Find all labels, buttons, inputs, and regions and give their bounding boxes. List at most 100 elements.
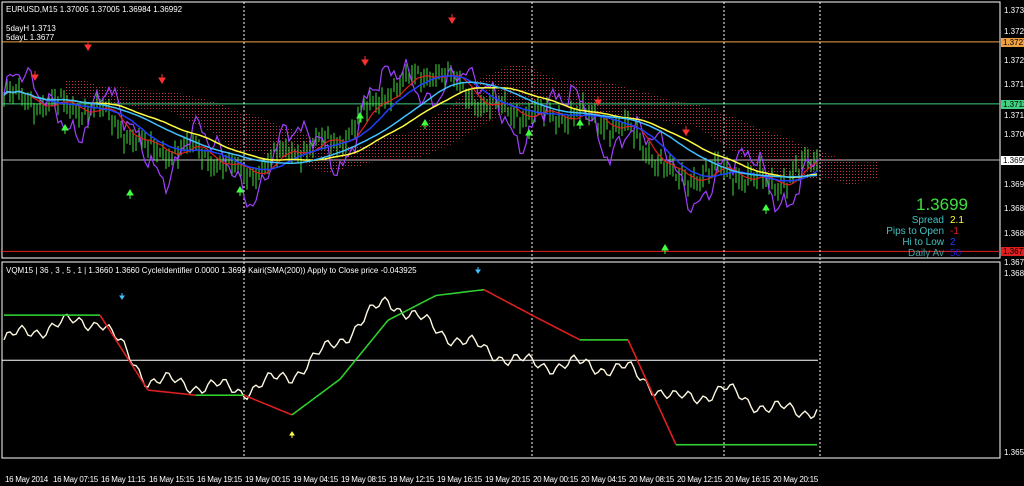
- buy-arrow-icon: [126, 189, 134, 199]
- signal-line-segment: [396, 313, 401, 317]
- time-axis-label: 20 May 12:15: [677, 475, 722, 484]
- buy-arrow-icon: [661, 244, 669, 254]
- signal-line-segment: [420, 300, 425, 304]
- signal-line-segment: [549, 323, 554, 327]
- sell-arrow-icon: [84, 41, 92, 51]
- signal-line-segment: [651, 391, 656, 400]
- signal-line-segment: [273, 406, 278, 410]
- signal-line-segment: [513, 304, 518, 308]
- signal-line-segment: [648, 385, 653, 393]
- oscillator-line: [3, 296, 818, 420]
- signal-line-segment: [576, 337, 581, 341]
- signal-line-segment: [327, 385, 332, 389]
- pips-row: Pips to Open -1: [886, 226, 968, 237]
- signal-line-segment: [372, 334, 377, 340]
- signal-line-segment: [315, 394, 320, 398]
- signal-line-segment: [645, 378, 650, 387]
- signal-line-segment: [354, 356, 359, 362]
- price-axis-label: 1.36935: [1004, 179, 1024, 189]
- signal-line-segment: [540, 319, 545, 323]
- indicator-axis-label: 1.3684: [1004, 269, 1024, 279]
- signal-line-segment: [666, 424, 671, 432]
- time-axis-label: 16 May 07:15: [53, 475, 98, 484]
- signal-line-segment: [417, 302, 422, 306]
- signal-line-segment: [282, 410, 287, 414]
- price-axis-label: 1.37055: [1004, 130, 1024, 139]
- signal-line-segment: [402, 310, 407, 314]
- price-axis-label: 1.37175: [1004, 80, 1024, 90]
- signal-line-segment: [639, 365, 644, 373]
- main-pane: [2, 2, 1000, 458]
- time-axis-label: 19 May 20:15: [485, 475, 530, 484]
- signal-line-segment: [492, 293, 497, 297]
- signal-line-segment: [306, 400, 311, 405]
- purple-indicator-line: [3, 59, 818, 214]
- price-axis-label: 1.37295: [1004, 26, 1024, 36]
- cycle-arrow-icon: [475, 267, 481, 274]
- time-axis-label: 20 May 00:15: [533, 475, 578, 484]
- price-tag: 1.37278: [1001, 37, 1024, 47]
- time-axis-label: 16 May 19:15: [197, 475, 242, 484]
- main-pane-frame: [1, 1, 1001, 259]
- price-tag: 1.36992: [1001, 156, 1024, 166]
- signal-line-segment: [300, 405, 305, 409]
- signal-line-segment: [654, 398, 659, 406]
- time-axis-label: 20 May 04:15: [581, 475, 626, 484]
- time-axis-label: 20 May 16:15: [725, 475, 770, 484]
- sell-arrow-icon: [158, 74, 166, 84]
- signal-line-segment: [276, 407, 281, 411]
- time-axis-label: 19 May 04:15: [293, 475, 338, 484]
- blue-ma-line: [3, 74, 818, 182]
- signal-line-segment: [408, 307, 413, 311]
- price-axis-label: 1.37355: [1004, 6, 1024, 15]
- signal-line-segment: [366, 341, 371, 347]
- signal-line-segment: [558, 328, 563, 332]
- signal-line-segment: [348, 363, 353, 369]
- red-ma-line: [3, 74, 818, 186]
- buy-arrow-icon: [576, 119, 584, 129]
- signal-line-segment: [102, 319, 107, 325]
- symbol-info: EURUSD,M15 1.37005 1.37005 1.36984 1.369…: [6, 5, 183, 14]
- signal-line-segment: [285, 411, 290, 415]
- signal-line-segment: [636, 359, 641, 367]
- signal-line-segment: [543, 320, 548, 324]
- signal-line-segment: [342, 371, 347, 377]
- signal-line-segment: [570, 334, 575, 338]
- signal-line-segment: [351, 360, 356, 365]
- signal-line-segment: [426, 297, 431, 301]
- signal-line-segment: [531, 314, 536, 318]
- signal-line-segment: [270, 405, 275, 409]
- signal-line-segment: [528, 312, 533, 316]
- time-axis-label: 19 May 00:15: [245, 475, 290, 484]
- signal-line-segment: [519, 308, 524, 312]
- signal-line-segment: [525, 311, 530, 315]
- cycle-arrow-icon: [289, 431, 295, 438]
- signal-line-segment: [255, 399, 260, 403]
- five-day-low: 5dayL 1.3677: [6, 33, 55, 42]
- signal-line-segment: [393, 314, 398, 318]
- buy-arrow-icon: [525, 129, 533, 139]
- signal-line-segment: [267, 404, 272, 408]
- time-axis-label: 19 May 08:15: [341, 475, 386, 484]
- signal-line-segment: [627, 339, 632, 347]
- cyan-ma-line: [3, 81, 818, 178]
- signal-line-segment: [501, 298, 506, 302]
- hilo-value: 2: [950, 237, 956, 248]
- signal-line-segment: [360, 349, 365, 354]
- signal-line-segment: [258, 400, 263, 404]
- signal-line-segment: [312, 396, 317, 400]
- signal-line-segment: [294, 409, 299, 414]
- yellow-ma-line: [3, 86, 818, 179]
- signal-line-segment: [129, 361, 134, 368]
- signal-line-segment: [381, 323, 386, 329]
- sell-arrow-icon: [682, 126, 690, 136]
- time-axis-label: 19 May 12:15: [389, 475, 434, 484]
- signal-line-segment: [111, 333, 116, 339]
- signal-line-segment: [249, 396, 254, 400]
- spread-label: Spread: [911, 215, 944, 226]
- signal-line-segment: [507, 301, 512, 305]
- signal-line-segment: [429, 296, 434, 300]
- signal-line-segment: [99, 314, 104, 321]
- signal-line-segment: [279, 409, 284, 412]
